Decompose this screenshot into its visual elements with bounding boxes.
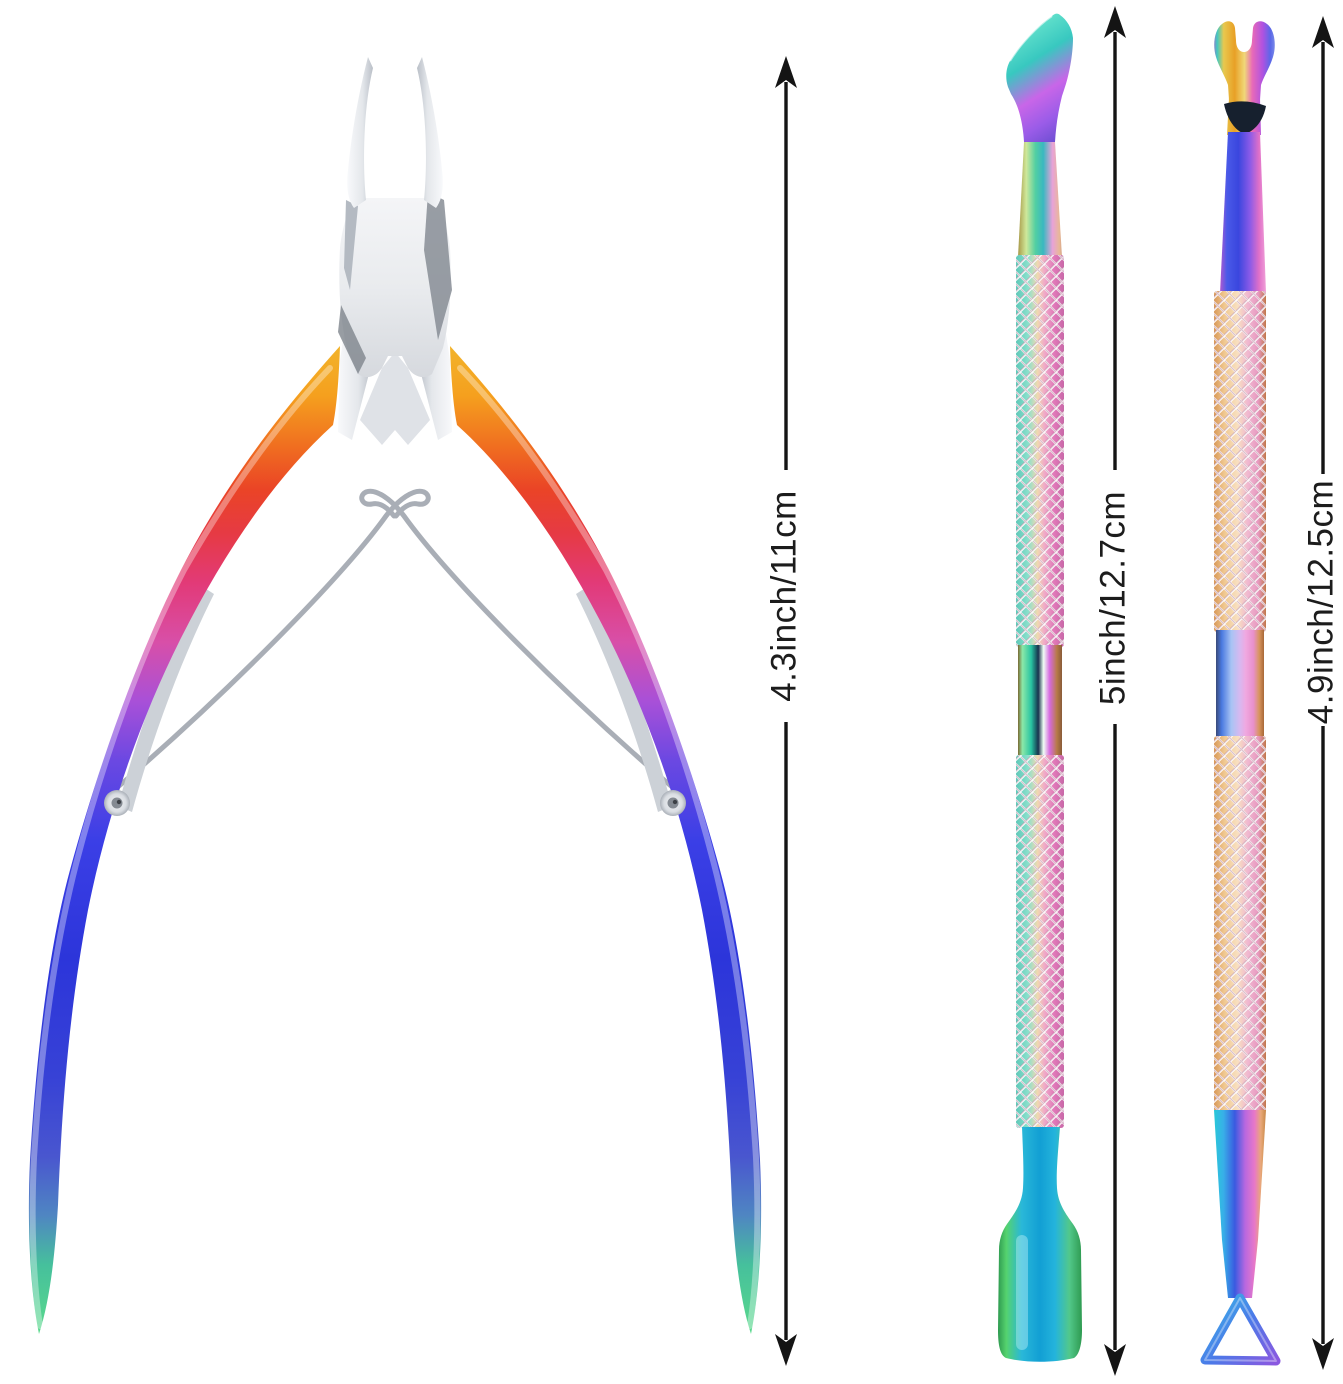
fork-tip (1214, 21, 1275, 100)
nipper-head (339, 198, 451, 378)
arrow-down-icon (775, 1334, 797, 1366)
arrow-up-icon (1312, 16, 1334, 48)
dimension-annotations: 4.3inch/11cm 5inch/12.7cm 4.9inch/12.5cm (764, 6, 1340, 1376)
nipper-head-shadow-left (344, 200, 358, 290)
pusher-knurl-bottom-texture (1016, 755, 1064, 1128)
fork-head-opening (1224, 101, 1266, 134)
arrow-down-icon (1312, 1338, 1334, 1370)
dimension-nipper: 4.3inch/11cm (764, 56, 803, 1366)
fork-triangle-loop (1200, 1293, 1281, 1366)
fork-triangle-loop-highlight (1204, 1297, 1277, 1362)
fork-knurl-bottom-texture (1214, 736, 1266, 1112)
pusher-upper-shaft (1018, 142, 1062, 257)
nipper-screw-right (660, 790, 686, 816)
nipper-right-jaw (417, 57, 443, 208)
fork-knurl-top-texture (1214, 291, 1266, 632)
pusher-spade-highlight (1009, 15, 1053, 62)
pusher-spade-tip (1006, 13, 1073, 142)
dimension-label-fork: 4.9inch/12.5cm (1301, 480, 1340, 724)
fork-upper-shaft (1220, 132, 1266, 293)
cuticle-pusher (998, 13, 1082, 1362)
nipper-head-shadow-right (424, 192, 452, 340)
nipper-pivot-cross (360, 352, 430, 445)
nipper-left-handle (28, 346, 340, 1334)
pusher-blade-highlight (1016, 1235, 1028, 1350)
nipper-right-handle (450, 346, 762, 1334)
dimension-label-pusher: 5inch/12.7cm (1093, 491, 1132, 705)
nipper-jaw-opening (365, 126, 425, 190)
pusher-grip-band (1018, 645, 1062, 757)
nipper-left-jaw (347, 57, 373, 208)
nipper-head-shadow-bottom (338, 305, 366, 374)
cuticle-nipper (28, 57, 762, 1334)
pusher-knurl-top-texture (1016, 255, 1064, 647)
arrow-down-icon (1104, 1344, 1126, 1376)
fork-lower-shaft (1214, 1110, 1266, 1298)
dimension-fork: 4.9inch/12.5cm (1301, 16, 1340, 1370)
cuticle-fork-trimmer (1200, 21, 1281, 1366)
pusher-blade (998, 1127, 1082, 1362)
fork-grip-band (1216, 630, 1264, 738)
arrow-up-icon (775, 56, 797, 88)
dimension-label-nipper: 4.3inch/11cm (764, 490, 803, 702)
nipper-screw-left (104, 790, 130, 816)
arrow-up-icon (1104, 6, 1126, 38)
dimension-pusher: 5inch/12.7cm (1093, 6, 1132, 1376)
